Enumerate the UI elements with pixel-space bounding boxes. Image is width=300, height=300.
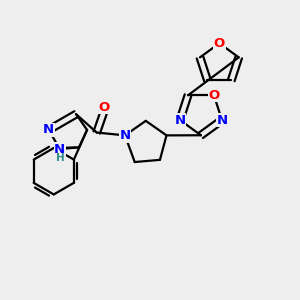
Text: N: N [43, 123, 54, 136]
Text: O: O [214, 37, 225, 50]
Text: N: N [54, 142, 65, 155]
Text: O: O [208, 89, 220, 102]
Text: O: O [99, 100, 110, 114]
Text: N: N [216, 113, 227, 127]
Text: N: N [174, 113, 185, 127]
Text: N: N [119, 129, 130, 142]
Text: H: H [56, 153, 65, 164]
